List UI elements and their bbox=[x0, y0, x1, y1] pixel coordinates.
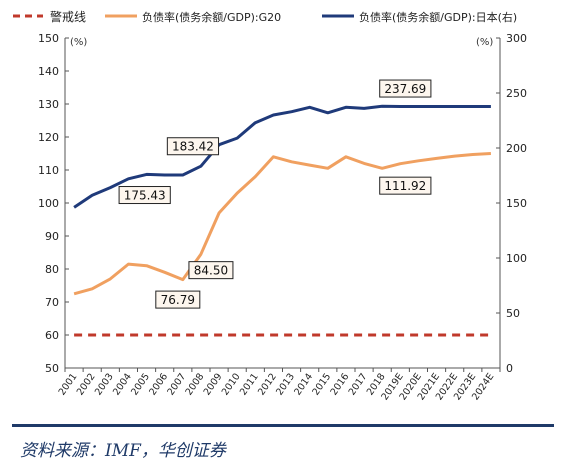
right-tick-label: 250 bbox=[506, 87, 527, 100]
x-tick-label: 2010 bbox=[220, 371, 243, 397]
x-tick-label: 2007 bbox=[165, 371, 188, 397]
left-tick-label: 130 bbox=[38, 98, 59, 111]
x-tick-label: 2016 bbox=[329, 371, 352, 397]
right-tick-label: 200 bbox=[506, 142, 527, 155]
legend-japan-label: 负债率(债务余额/GDP):日本(右) bbox=[359, 10, 517, 24]
right-axis-unit: (%) bbox=[476, 37, 493, 48]
left-tick-label: 140 bbox=[38, 65, 59, 78]
left-tick-label: 150 bbox=[38, 32, 59, 45]
x-tick-label: 2014 bbox=[292, 371, 315, 397]
chart: 警戒线 负债率(债务余额/GDP):G20 负债率(债务余额/GDP):日本(右… bbox=[13, 9, 527, 402]
right-tick-label: 0 bbox=[506, 362, 513, 375]
data-label: 111.92 bbox=[384, 179, 426, 193]
annotation-layer: 175.43 183.42 84.50 76.79 237.69 111.92 bbox=[118, 79, 432, 309]
data-label-box bbox=[379, 176, 432, 195]
left-tick-label: 110 bbox=[38, 164, 59, 177]
data-label: 76.79 bbox=[161, 293, 195, 307]
x-tick-label: 2009 bbox=[202, 371, 225, 397]
series-line-1 bbox=[73, 152, 491, 296]
x-tick-label: 2008 bbox=[184, 371, 207, 397]
x-tick-label: 2001 bbox=[57, 371, 80, 397]
left-tick-label: 50 bbox=[45, 362, 59, 375]
right-tick-label: 100 bbox=[506, 252, 527, 265]
left-tick-label: 90 bbox=[45, 230, 59, 243]
series-layer bbox=[73, 104, 491, 337]
axes: 50 60 70 80 90 100 110 120 130 140 150 0 50 100 150 200… bbox=[38, 32, 527, 402]
data-label: 175.43 bbox=[124, 189, 166, 203]
data-label: 237.69 bbox=[384, 82, 426, 96]
data-label-box bbox=[379, 79, 432, 98]
series-line-2 bbox=[73, 104, 491, 209]
right-tick-label: 150 bbox=[506, 197, 527, 210]
x-tick-label: 2005 bbox=[129, 371, 152, 397]
data-label-box bbox=[118, 186, 171, 205]
x-tick-label: 2002 bbox=[75, 371, 98, 397]
footer-divider bbox=[12, 424, 554, 427]
x-tick-label: 2013 bbox=[274, 371, 297, 397]
left-tick-label: 70 bbox=[45, 296, 59, 309]
right-tick-label: 300 bbox=[506, 32, 527, 45]
legend-g20-label: 负债率(债务余额/GDP):G20 bbox=[142, 10, 281, 24]
x-tick-label: 2012 bbox=[256, 371, 279, 397]
right-tick-label: 50 bbox=[506, 307, 520, 320]
legend-warning-label: 警戒线 bbox=[50, 9, 86, 24]
left-axis-unit: (%) bbox=[70, 37, 87, 48]
data-label-box bbox=[166, 137, 220, 156]
x-tick-label: 2015 bbox=[310, 371, 333, 397]
x-tick-label: 2003 bbox=[93, 371, 116, 397]
left-tick-label: 60 bbox=[45, 329, 59, 342]
data-label-box bbox=[188, 261, 234, 280]
x-tick-label: 2004 bbox=[111, 371, 134, 397]
left-tick-label: 80 bbox=[45, 263, 59, 276]
left-tick-label: 100 bbox=[38, 197, 59, 210]
data-label: 183.42 bbox=[172, 140, 214, 154]
left-tick-label: 120 bbox=[38, 131, 59, 144]
x-tick-label: 2011 bbox=[238, 371, 261, 397]
data-label: 84.50 bbox=[194, 264, 228, 278]
x-tick-label: 2006 bbox=[147, 371, 170, 397]
data-label-box bbox=[155, 290, 201, 309]
legend: 警戒线 负债率(债务余额/GDP):G20 负债率(债务余额/GDP):日本(右… bbox=[13, 9, 517, 24]
source-note: 资料来源：IMF，华创证券 bbox=[20, 441, 226, 461]
x-tick-label: 2017 bbox=[347, 371, 370, 397]
